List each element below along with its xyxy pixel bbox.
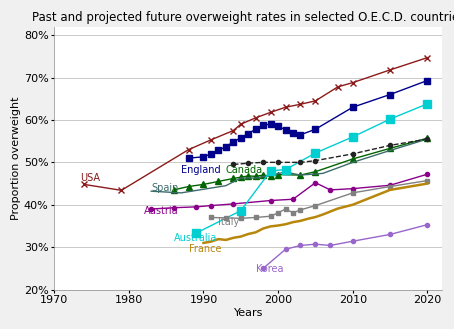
Text: England: England bbox=[181, 164, 221, 175]
Y-axis label: Proportion overweight: Proportion overweight bbox=[11, 96, 21, 220]
Text: Austria: Austria bbox=[144, 206, 178, 216]
Text: Spain: Spain bbox=[151, 183, 178, 193]
Text: Canada: Canada bbox=[226, 164, 263, 175]
Text: Italy: Italy bbox=[218, 217, 240, 227]
Text: Australia: Australia bbox=[173, 233, 217, 243]
X-axis label: Years: Years bbox=[233, 308, 263, 318]
Text: France: France bbox=[188, 243, 221, 254]
Title: Past and projected future overweight rates in selected O.E.C.D. countries: Past and projected future overweight rat… bbox=[32, 11, 454, 24]
Text: USA: USA bbox=[80, 173, 100, 183]
Text: Korea: Korea bbox=[256, 264, 283, 274]
